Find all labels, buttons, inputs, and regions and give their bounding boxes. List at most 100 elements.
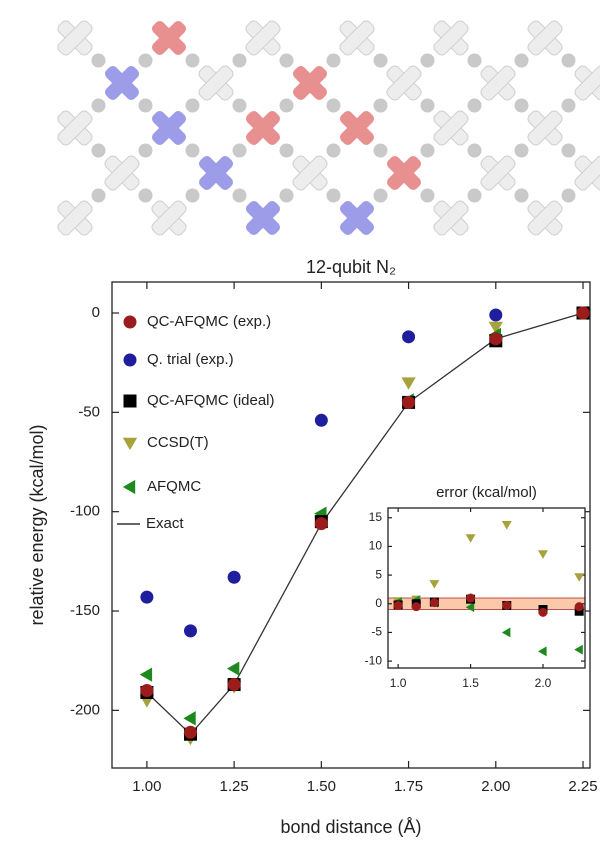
- qubit: [574, 65, 600, 101]
- qubit-core: [535, 28, 555, 48]
- coupler: [514, 98, 529, 113]
- coupler: [185, 98, 200, 113]
- qubit-core: [253, 118, 273, 138]
- coupler: [467, 143, 482, 158]
- data-point: [402, 395, 416, 409]
- coupler: [138, 143, 153, 158]
- coupler: [373, 188, 388, 203]
- coupler: [279, 98, 294, 113]
- qubit: [339, 110, 375, 146]
- qubit: [480, 155, 516, 191]
- x-axis-label: bond distance (Å): [280, 817, 421, 837]
- legend-label: AFQMC: [147, 478, 201, 495]
- data-point: [489, 308, 503, 322]
- qubit: [527, 200, 563, 236]
- qubit-core: [300, 163, 320, 183]
- coupler: [91, 143, 106, 158]
- qubit-core: [535, 208, 555, 228]
- qubit: [245, 20, 281, 56]
- qubit-core: [206, 73, 226, 93]
- y-tick-label: -5: [371, 625, 382, 639]
- qubit: [292, 65, 328, 101]
- data-point: [184, 624, 198, 638]
- data-point: [574, 573, 585, 582]
- data-point: [538, 607, 548, 617]
- legend-marker: [123, 353, 137, 367]
- data-point: [502, 600, 512, 610]
- coupler: [514, 53, 529, 68]
- legend-label: QC-AFQMC (ideal): [147, 392, 275, 409]
- qubit: [245, 110, 281, 146]
- qubit: [104, 155, 140, 191]
- qubit: [198, 65, 234, 101]
- data-point: [538, 646, 547, 657]
- data-point: [501, 627, 511, 638]
- qubit-core: [300, 73, 320, 93]
- y-tick-label: 15: [369, 510, 383, 524]
- coupler: [514, 143, 529, 158]
- coupler: [420, 143, 435, 158]
- qubit: [339, 20, 375, 56]
- qubit: [480, 65, 516, 101]
- qubit: [527, 110, 563, 146]
- coupler: [232, 98, 247, 113]
- data-point: [401, 377, 416, 390]
- qubit-core: [347, 208, 367, 228]
- data-point: [465, 534, 476, 543]
- qubit: [245, 200, 281, 236]
- coupler: [232, 53, 247, 68]
- qubit-core: [488, 73, 508, 93]
- coupler: [138, 188, 153, 203]
- qubit-lattice: [57, 20, 600, 236]
- qubit-core: [394, 73, 414, 93]
- plot-area: [388, 508, 585, 668]
- coupler: [373, 98, 388, 113]
- data-point: [393, 600, 403, 610]
- qubit-core: [582, 163, 600, 183]
- data-point: [183, 711, 196, 726]
- coupler: [467, 53, 482, 68]
- x-tick-label: 1.75: [394, 778, 423, 795]
- coupler: [91, 98, 106, 113]
- coupler: [326, 143, 341, 158]
- legend-marker: [123, 394, 137, 408]
- qubit: [527, 20, 563, 56]
- data-point: [465, 602, 475, 613]
- y-tick-label: -100: [70, 503, 100, 520]
- qubit-core: [159, 28, 179, 48]
- qubit-core: [159, 118, 179, 138]
- qubit-core: [65, 118, 85, 138]
- coupler: [279, 53, 294, 68]
- qubit-core: [441, 208, 461, 228]
- qubit: [57, 200, 93, 236]
- coupler: [185, 53, 200, 68]
- coupler: [561, 53, 576, 68]
- coupler: [420, 98, 435, 113]
- qubit: [104, 65, 140, 101]
- x-tick-label: 2.25: [568, 778, 597, 795]
- coupler: [138, 53, 153, 68]
- coupler: [373, 53, 388, 68]
- legend-marker: [122, 479, 136, 495]
- legend-marker: [122, 437, 138, 451]
- qubit-core: [253, 208, 273, 228]
- data-point: [574, 602, 584, 612]
- qubit: [292, 155, 328, 191]
- data-point: [429, 580, 440, 589]
- qubit: [198, 155, 234, 191]
- qubit: [386, 65, 422, 101]
- data-point: [227, 570, 241, 584]
- qubit-core: [206, 163, 226, 183]
- qubit: [151, 110, 187, 146]
- data-point: [184, 725, 198, 739]
- coupler: [420, 188, 435, 203]
- qubit-core: [441, 28, 461, 48]
- coupler: [185, 188, 200, 203]
- data-point: [576, 306, 590, 320]
- legend-label: QC-AFQMC (exp.): [147, 313, 271, 330]
- y-tick-label: 10: [369, 539, 383, 553]
- data-point: [488, 321, 503, 335]
- qubit-core: [347, 28, 367, 48]
- x-tick-label: 1.25: [220, 778, 249, 795]
- y-tick-label: 5: [375, 567, 382, 581]
